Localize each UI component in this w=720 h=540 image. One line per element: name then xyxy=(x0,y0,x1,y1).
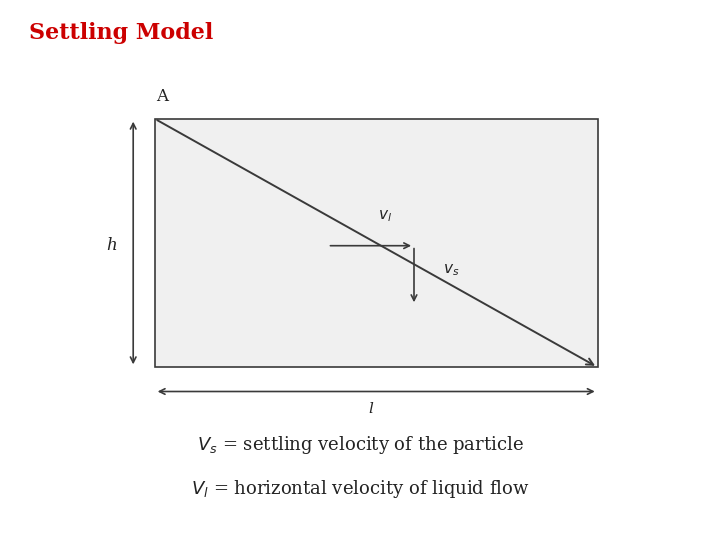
FancyBboxPatch shape xyxy=(155,119,598,367)
Text: $v_s$: $v_s$ xyxy=(443,262,459,278)
Text: h: h xyxy=(107,237,117,254)
Text: Settling Model: Settling Model xyxy=(29,22,213,44)
Text: A: A xyxy=(156,89,168,105)
Text: l: l xyxy=(369,402,373,416)
Text: $V_l$ = horizontal velocity of liquid flow: $V_l$ = horizontal velocity of liquid fl… xyxy=(191,478,529,500)
Text: $v_l$: $v_l$ xyxy=(378,208,392,224)
Text: $V_s$ = settling velocity of the particle: $V_s$ = settling velocity of the particl… xyxy=(197,435,523,456)
